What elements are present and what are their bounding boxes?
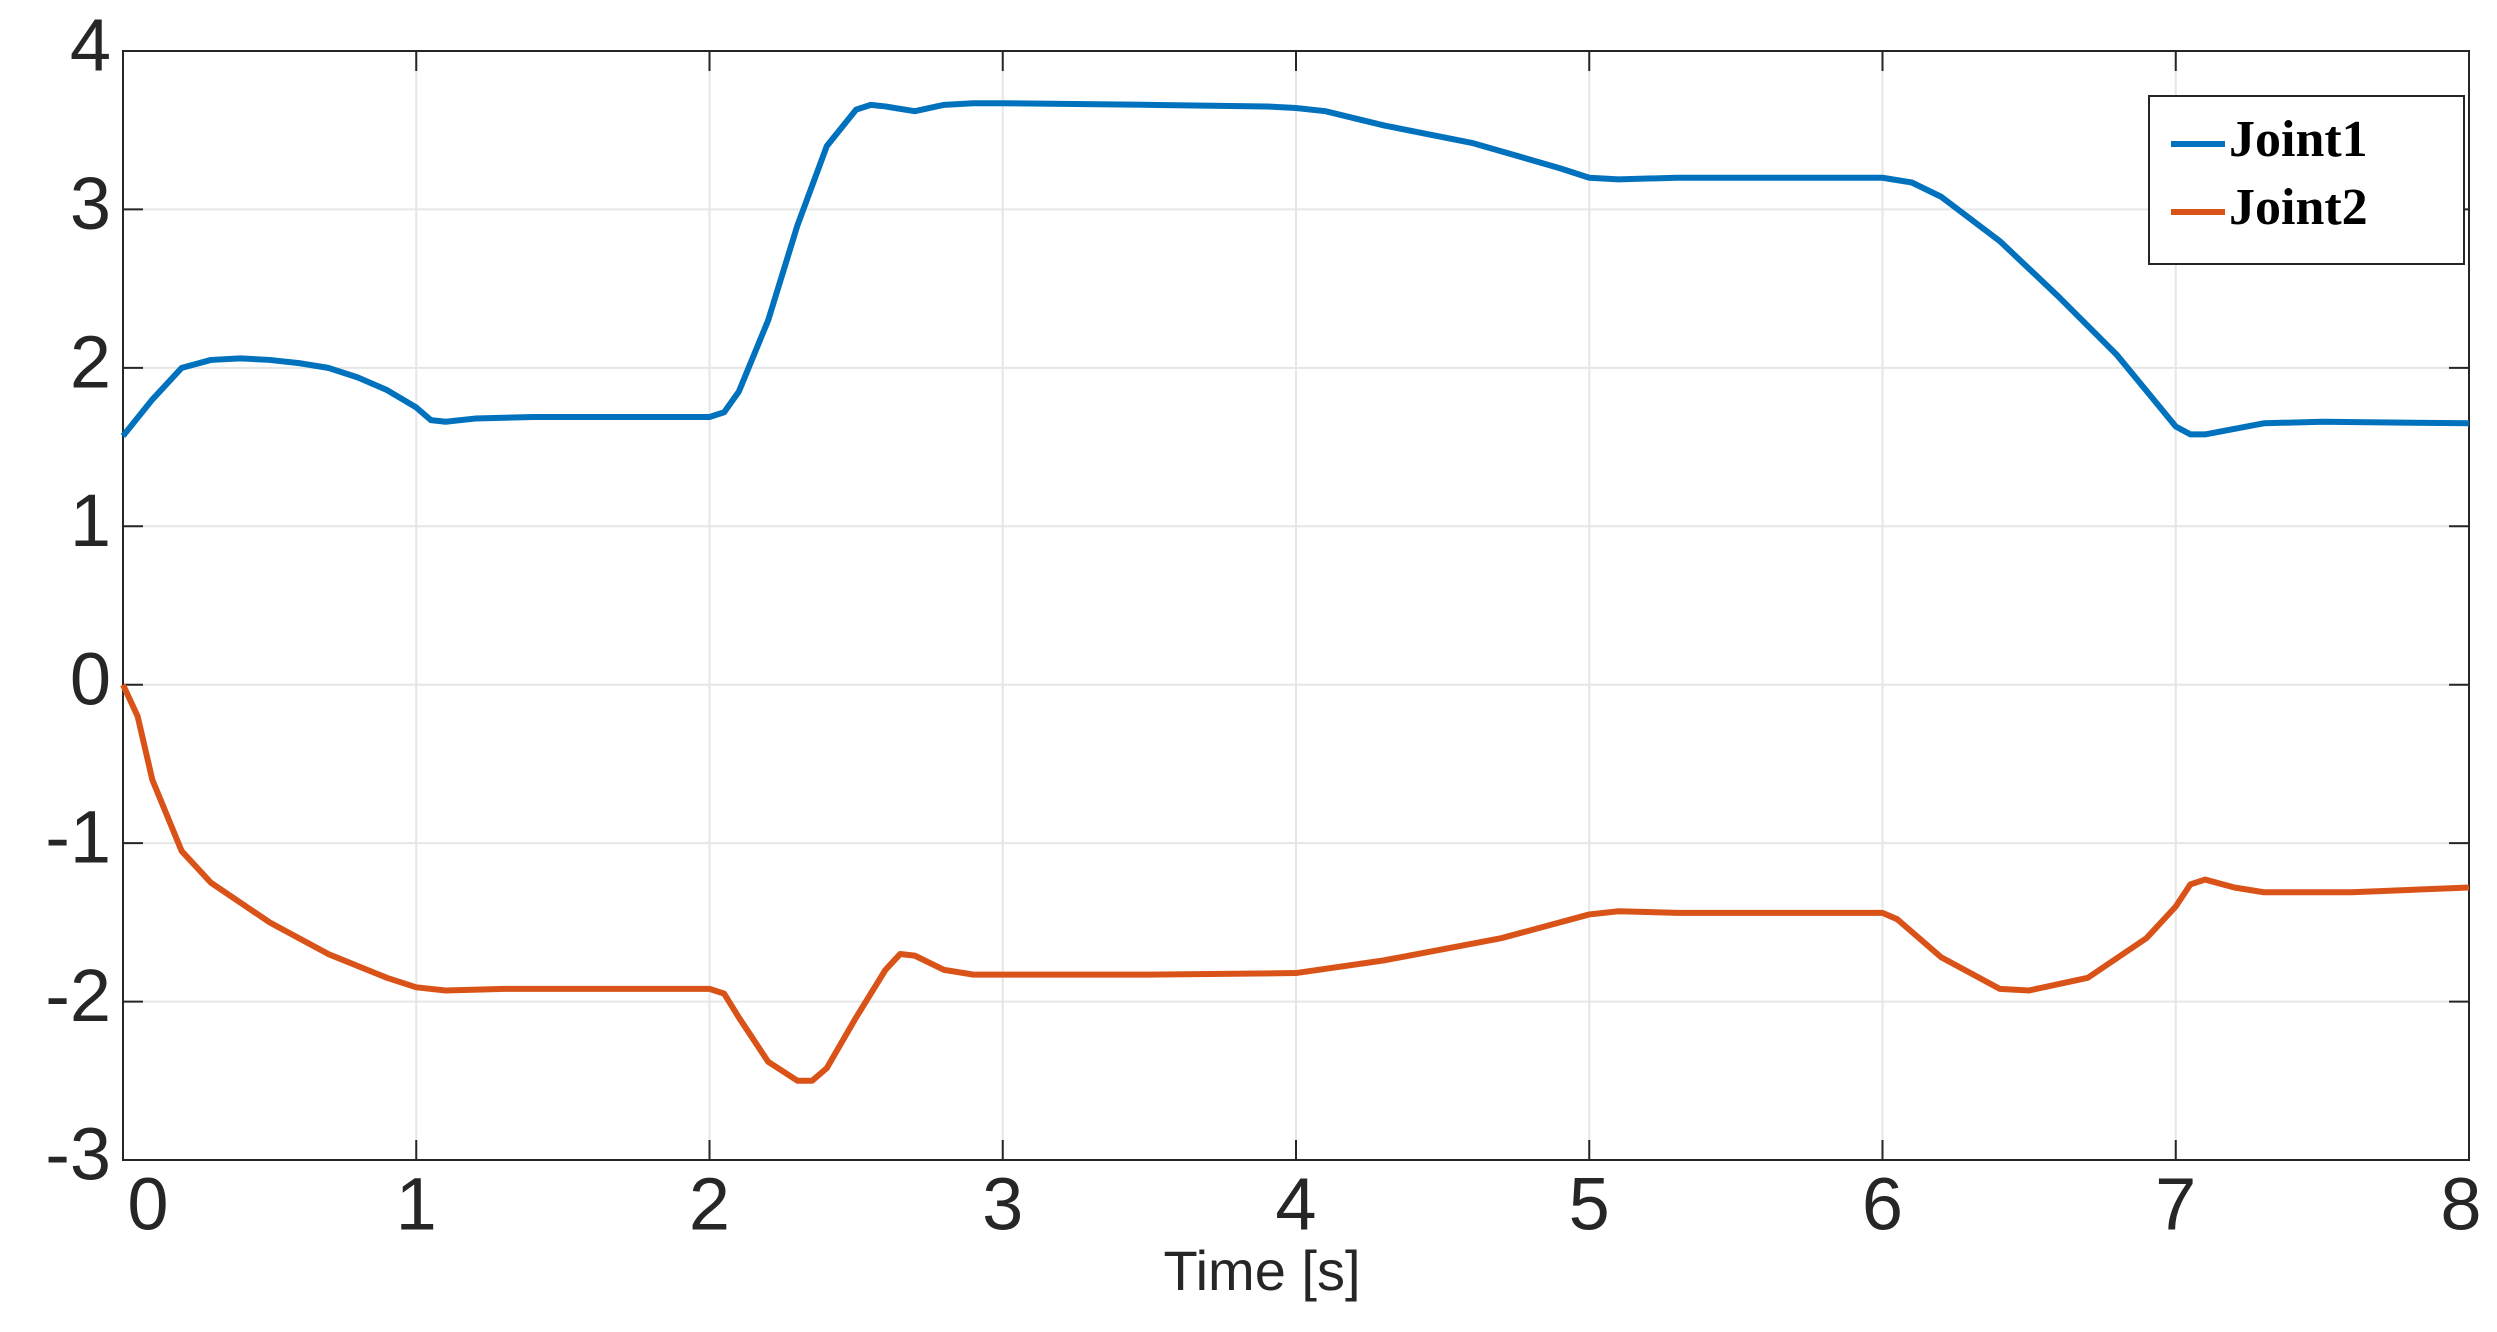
x-tick-label: 4 — [1275, 1163, 1316, 1246]
series-line — [120, 100, 2470, 438]
y-tick-label: -2 — [45, 954, 111, 1037]
y-tick-label: 2 — [70, 320, 111, 403]
x-tick-label: 7 — [2155, 1163, 2196, 1246]
legend-box — [2148, 95, 2465, 265]
x-axis-label: Time [s] — [1163, 1239, 1360, 1302]
y-tick-label: -1 — [45, 796, 111, 879]
y-tick-label: -3 — [45, 1113, 111, 1196]
x-tick-label: 8 — [2440, 1163, 2481, 1246]
axes-box — [122, 50, 2470, 1161]
x-tick-label: 0 — [127, 1163, 168, 1246]
legend-label: Joint1 — [2229, 111, 2368, 168]
x-tick-label: 2 — [689, 1163, 730, 1246]
y-tick-label: 3 — [70, 162, 111, 245]
x-tick-label: 6 — [1862, 1163, 1903, 1246]
x-tick-label: 5 — [1569, 1163, 1610, 1246]
x-tick-label: 3 — [982, 1163, 1023, 1246]
x-tick-label: 1 — [396, 1163, 437, 1246]
series-line — [120, 683, 2470, 1084]
y-tick-label: 1 — [70, 479, 111, 562]
y-tick-label: 4 — [70, 4, 111, 87]
legend-label: Joint2 — [2229, 179, 2368, 236]
y-tick-label: 0 — [70, 637, 111, 720]
